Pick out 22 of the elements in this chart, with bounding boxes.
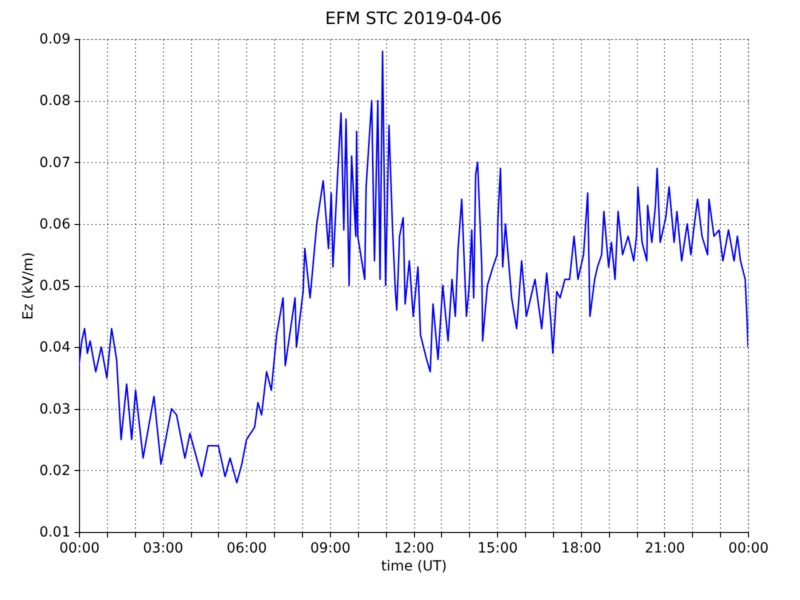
y-tick-label: 0.07	[39, 154, 70, 171]
x-tick-label: 00:00	[59, 540, 100, 556]
x-axis-title: time (UT)	[381, 558, 447, 574]
y-tick-label: 0.06	[39, 216, 71, 232]
y-tick-label: 0.01	[39, 524, 70, 540]
x-tick-label: 15:00	[477, 540, 518, 556]
y-axis-title: Ez (kV/m)	[20, 252, 36, 320]
y-tick-label: 0.02	[39, 462, 70, 479]
y-tick-label: 0.08	[39, 93, 70, 110]
x-tick-label: 09:00	[310, 540, 351, 556]
y-tick-label: 0.03	[39, 401, 70, 418]
y-tick-label: 0.04	[39, 340, 71, 356]
x-tick-label: 06:00	[226, 540, 267, 556]
line-series	[79, 50, 748, 484]
x-tick-label: 18:00	[561, 540, 602, 556]
chart-title: EFM STC 2019-04-06	[325, 9, 502, 29]
y-tick-label: 0.05	[39, 278, 70, 294]
x-tick-label: 03:00	[142, 540, 184, 556]
x-tick-label: 12:00	[394, 540, 434, 556]
x-tick-label: 21:00	[644, 540, 686, 556]
y-tick-label: 0.09	[39, 32, 70, 48]
x-tick-label: 00:00	[728, 540, 769, 556]
